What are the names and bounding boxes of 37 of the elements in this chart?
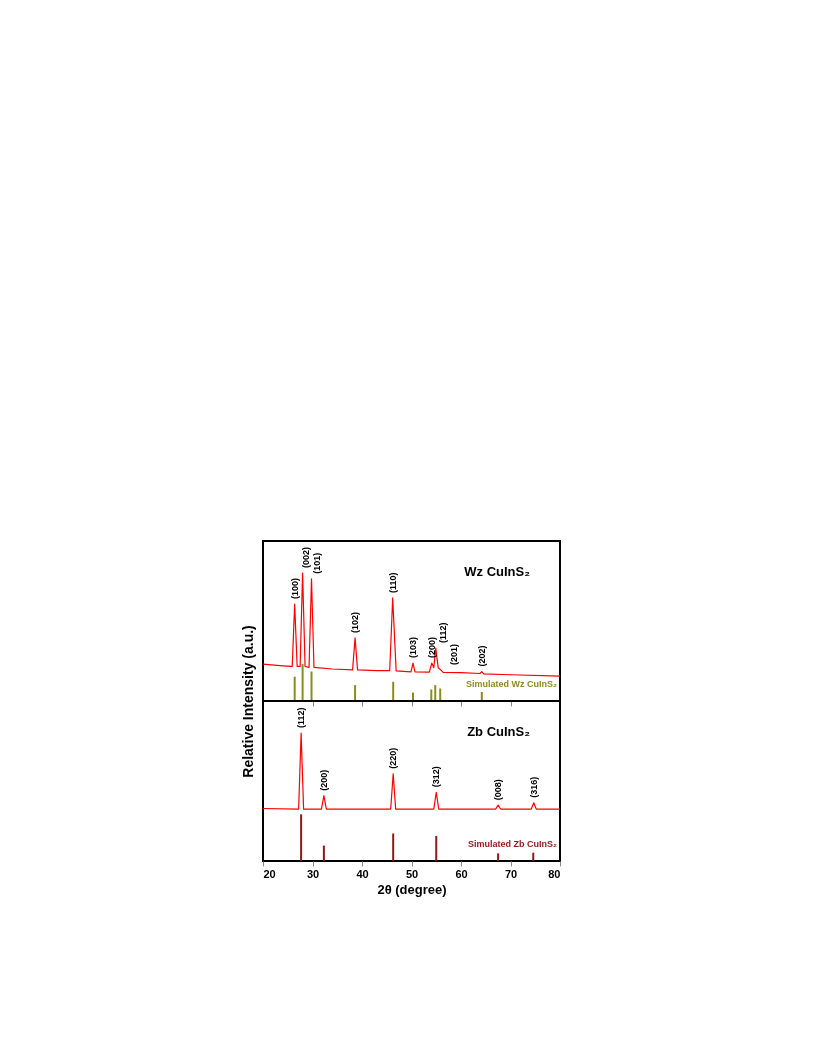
annotation: Wz CuInS₂ — [464, 564, 531, 579]
annotation: (201) — [448, 643, 459, 665]
annotation: Zb CuInS₂ — [467, 724, 531, 739]
x-tick-label: 30 — [306, 867, 320, 880]
annotation: (008) — [493, 779, 504, 801]
annotation: (200) — [426, 637, 437, 659]
bar — [434, 685, 437, 701]
annotation: (202) — [476, 645, 487, 667]
bar — [392, 681, 395, 701]
x-tick-label: 20 — [263, 867, 276, 880]
bar — [301, 664, 304, 701]
series-label: Simulated Wz CuInS₂ — [465, 679, 557, 689]
x-tick-label: 60 — [455, 867, 468, 880]
x-axis-title: 2θ (degree) — [377, 881, 447, 897]
bar — [310, 671, 313, 701]
annotation: (316) — [528, 776, 539, 798]
x-tick-label: 70 — [504, 867, 518, 880]
x-tick-label: 80 — [548, 867, 561, 880]
annotation: (200) — [318, 769, 329, 791]
annotation: (102) — [350, 611, 361, 633]
annotation: (100) — [289, 578, 300, 600]
annotation: (220) — [388, 747, 399, 769]
annotation: (101) — [311, 552, 322, 574]
bar — [354, 685, 357, 701]
bar — [439, 688, 442, 701]
annotation: (112) — [437, 622, 448, 644]
annotation: (110) — [387, 572, 398, 593]
x-tick-label: 50 — [405, 867, 419, 880]
annotation: (312) — [431, 766, 442, 788]
y-axis-title: Relative Intensity (a.u.) — [239, 625, 256, 778]
bar — [293, 676, 296, 701]
bar — [430, 689, 433, 701]
annotation: (002) — [300, 546, 311, 568]
annotation: (112) — [296, 707, 307, 728]
series-label: Simulated Zb CuInS₂ — [467, 839, 557, 849]
x-tick-label: 40 — [356, 867, 369, 880]
annotation: (103) — [407, 637, 418, 659]
